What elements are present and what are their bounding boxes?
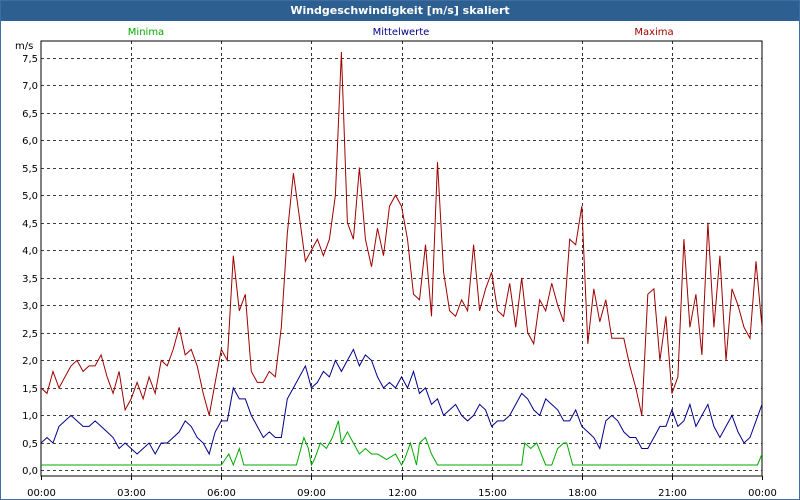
legend-entry-mittelwerte: Mittelwerte bbox=[373, 27, 430, 38]
x-tick-time-label: 21:00 bbox=[658, 488, 687, 499]
y-tick-label: 1,0 bbox=[22, 411, 38, 422]
y-tick-label: 4,5 bbox=[22, 219, 38, 230]
y-axis-label: m/s bbox=[15, 41, 33, 52]
x-tick-time-label: 00:00 bbox=[748, 488, 777, 499]
legend-entry-maxima: Maxima bbox=[634, 27, 673, 38]
y-axis-tick-labels: 0,0 0,5 1,0 1,5 2,0 2,5 3,0 3,5 4,0 4,5 5,0 5,5 6,0 6… bbox=[22, 54, 38, 477]
y-tick-label: 6,0 bbox=[22, 136, 38, 147]
y-tick-label: 6,5 bbox=[22, 109, 38, 120]
x-axis-tick-labels: 00:0009.03.1303:0009.03.1306:0009.03.130… bbox=[27, 488, 777, 499]
series-line-maxima bbox=[41, 51, 762, 416]
y-tick-label: 1,5 bbox=[22, 384, 38, 395]
series-lines bbox=[41, 51, 762, 467]
y-tick-label: 5,0 bbox=[22, 191, 38, 202]
x-tick-time-label: 15:00 bbox=[478, 488, 507, 499]
chart-area: 0,0 0,5 1,0 1,5 2,0 2,5 3,0 3,5 4,0 4,5 5,0 5,5 6,0 6… bbox=[15, 27, 777, 499]
y-tick-label: 3,0 bbox=[22, 301, 38, 312]
series-line-minima bbox=[41, 420, 762, 467]
grid-lines bbox=[40, 40, 763, 480]
chart-title: Windgeschwindigkeit [m/s] skaliert bbox=[1, 1, 799, 21]
legend-entry-minima: Minima bbox=[128, 27, 164, 38]
x-tick-time-label: 06:00 bbox=[207, 488, 236, 499]
x-tick-time-label: 12:00 bbox=[388, 488, 417, 499]
y-tick-label: 0,5 bbox=[22, 439, 38, 450]
y-tick-label: 2,0 bbox=[22, 356, 38, 367]
x-tick-time-label: 09:00 bbox=[297, 488, 326, 499]
y-tick-label: 0,0 bbox=[22, 466, 38, 477]
legend: Minima Mittelwerte Maxima bbox=[128, 27, 674, 38]
series-line-mittelwerte bbox=[41, 348, 762, 456]
plot-frame bbox=[40, 40, 763, 477]
y-tick-label: 7,0 bbox=[22, 81, 38, 92]
y-tick-label: 2,5 bbox=[22, 329, 38, 340]
y-tick-label: 5,5 bbox=[22, 164, 38, 175]
y-tick-label: 7,5 bbox=[22, 54, 38, 65]
x-tick-time-label: 03:00 bbox=[117, 488, 146, 499]
y-tick-label: 4,0 bbox=[22, 246, 38, 257]
x-tick-time-label: 18:00 bbox=[568, 488, 597, 499]
x-tick-time-label: 00:00 bbox=[27, 488, 56, 499]
y-tick-label: 3,5 bbox=[22, 274, 38, 285]
